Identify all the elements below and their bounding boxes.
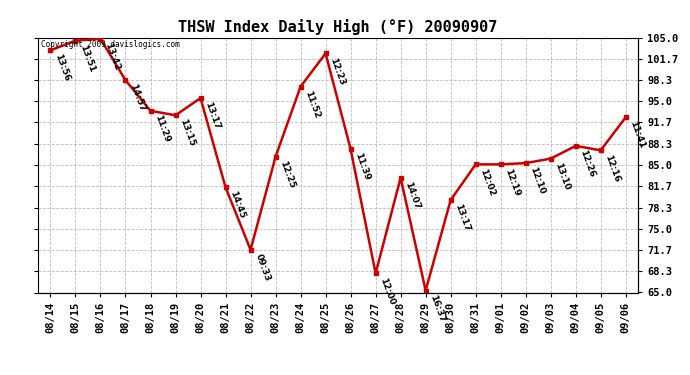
Text: 11:41: 11:41 <box>629 120 647 150</box>
Text: 12:19: 12:19 <box>504 167 522 197</box>
Text: 09:33: 09:33 <box>253 253 272 282</box>
Title: THSW Index Daily High (°F) 20090907: THSW Index Daily High (°F) 20090907 <box>179 19 497 35</box>
Text: 11:39: 11:39 <box>353 152 372 182</box>
Text: 13:17: 13:17 <box>204 101 221 131</box>
Text: 12:23: 12:23 <box>328 56 346 86</box>
Text: 12:25: 12:25 <box>278 159 297 189</box>
Text: 14:57: 14:57 <box>128 83 146 113</box>
Text: 12:00: 12:00 <box>378 276 397 306</box>
Text: 13:15: 13:15 <box>178 118 197 148</box>
Text: 11:29: 11:29 <box>153 114 172 144</box>
Text: 12:16: 12:16 <box>604 153 622 183</box>
Text: 13:51: 13:51 <box>78 44 97 74</box>
Text: 13:56: 13:56 <box>53 53 72 83</box>
Text: 13:17: 13:17 <box>453 203 472 233</box>
Text: 13:42: 13:42 <box>104 42 121 72</box>
Text: 12:10: 12:10 <box>529 166 546 196</box>
Text: 11:52: 11:52 <box>304 89 322 119</box>
Text: 14:07: 14:07 <box>404 180 422 211</box>
Text: 16:37: 16:37 <box>428 293 446 324</box>
Text: 12:26: 12:26 <box>578 148 597 178</box>
Text: 13:10: 13:10 <box>553 161 572 191</box>
Text: Copyright 2009 davislogics.com: Copyright 2009 davislogics.com <box>41 40 179 49</box>
Text: 12:02: 12:02 <box>478 167 497 197</box>
Text: 14:45: 14:45 <box>228 190 246 220</box>
